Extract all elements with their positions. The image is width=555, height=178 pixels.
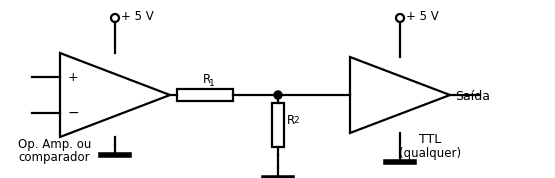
Text: +: + [68,71,79,84]
Text: TTL: TTL [419,133,441,146]
Text: Saída: Saída [455,90,490,103]
Text: 2: 2 [293,116,299,125]
Text: comparador: comparador [18,151,89,164]
Circle shape [274,91,282,99]
Text: + 5 V: + 5 V [121,9,154,22]
Text: + 5 V: + 5 V [406,9,439,22]
Text: R: R [203,73,211,86]
Bar [177,89,233,101]
Text: −: − [68,106,79,120]
Text: Op. Amp. ou: Op. Amp. ou [18,138,92,151]
Bar [272,103,284,147]
Text: R: R [287,114,295,127]
Text: (qualquer): (qualquer) [399,147,461,160]
Text: 1: 1 [209,79,215,88]
